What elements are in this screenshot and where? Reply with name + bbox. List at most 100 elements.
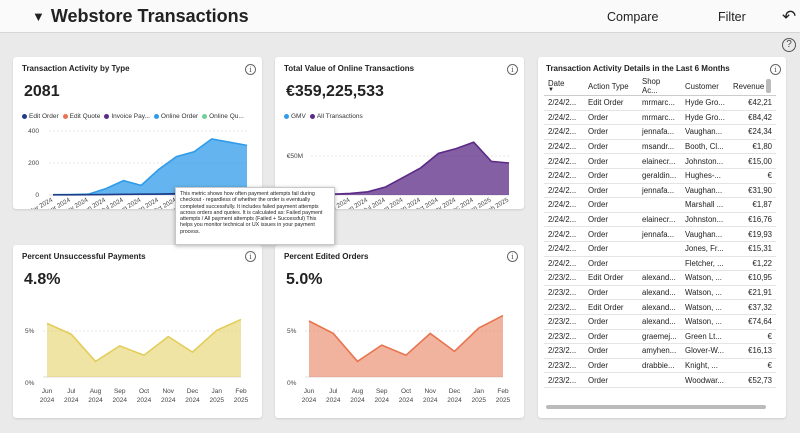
x-tick-year: 2024 — [64, 397, 79, 404]
table-cell: Order — [584, 183, 638, 199]
sort-desc-icon[interactable]: ▼ — [548, 87, 554, 93]
table-cell: alexand... — [638, 285, 681, 301]
table-row[interactable]: 2/24/2... Order jennafa... Vaughan... €19,93 — [544, 226, 776, 242]
series-area — [47, 319, 241, 377]
table-cell: graemej... — [638, 329, 681, 345]
x-tick-label: Feb — [497, 388, 509, 395]
table-row[interactable]: 2/24/2... Edit Order mrmarc... Hyde Gro... €… — [544, 95, 776, 111]
horizontal-scrollbar[interactable] — [546, 405, 766, 409]
table-cell: 2/24/2... — [544, 124, 584, 140]
table-cell: Order — [584, 197, 638, 213]
legend-item[interactable]: Online Order — [153, 113, 198, 120]
filter-button[interactable]: Filter — [718, 10, 746, 24]
table-cell: €16,76 — [729, 212, 776, 228]
x-tick-label: Aug — [90, 388, 102, 395]
table-body: 2/24/2... Edit Order mrmarc... Hyde Gro... €… — [544, 95, 776, 388]
table-cell: alexand... — [638, 270, 681, 286]
page-title: Webstore Transactions — [50, 6, 249, 26]
table-row[interactable]: 2/24/2... Order geraldin... Hughes-... € — [544, 168, 776, 184]
legend-item[interactable]: GMV — [284, 113, 306, 120]
card-title: Transaction Activity by Type — [22, 64, 130, 73]
table-cell: Order — [584, 372, 638, 388]
table-row[interactable]: 2/23/2... Order drabbie... Knight, ... € — [544, 358, 776, 374]
info-icon[interactable]: i — [245, 64, 256, 75]
table-row[interactable]: 2/23/2... Order alexand... Watson, ... €21,9… — [544, 285, 776, 301]
legend-label: Invoice Pay... — [111, 113, 150, 120]
col-header-customer[interactable]: Customer — [681, 77, 729, 96]
table-row[interactable]: 2/24/2... Order Fletcher, ... €1,22 — [544, 256, 776, 272]
table-row[interactable]: 2/23/2... Edit Order alexand... Watson, ...… — [544, 299, 776, 315]
table-viewport[interactable]: Date ▼ Action Type Shop Ac... Customer Re… — [544, 77, 776, 407]
info-icon[interactable]: i — [507, 251, 518, 262]
page-title-dropdown[interactable]: ▼ Webstore Transactions — [32, 6, 249, 27]
table-cell: mrmarc... — [638, 95, 681, 111]
vertical-scrollbar[interactable] — [766, 79, 771, 93]
table-cell: €1,87 — [729, 197, 776, 213]
caret-down-icon[interactable]: ▼ — [32, 9, 45, 24]
col-header-date[interactable]: Date ▼ — [544, 77, 584, 96]
table-cell: €15,31 — [729, 241, 776, 257]
compare-button[interactable]: Compare — [607, 10, 659, 24]
table-row[interactable]: 2/24/2... Order Jones, Fr... €15,31 — [544, 241, 776, 257]
x-tick-year: 2024 — [375, 397, 390, 404]
col-header-shop[interactable]: Shop Ac... — [638, 77, 681, 96]
series-area — [53, 139, 247, 195]
table-row[interactable]: 2/23/2... Order graemej... Green Lt... € — [544, 329, 776, 345]
x-tick-year: 2024 — [113, 397, 128, 404]
legend-dot — [309, 114, 315, 119]
card-total-value: Total Value of Online Transactions i €35… — [275, 57, 524, 209]
table-row[interactable]: 2/23/2... Edit Order alexand... Watson, ...… — [544, 270, 776, 286]
x-tick-year: 2024 — [302, 397, 317, 404]
legend-item[interactable]: All Transactions — [309, 113, 363, 120]
legend-dot — [202, 114, 208, 119]
table-cell: 2/24/2... — [544, 95, 584, 111]
table-row[interactable]: 2/24/2... Order elainecr... Johnston... €15,… — [544, 153, 776, 169]
table-row[interactable]: 2/24/2... Order elainecr... Johnston... €16,… — [544, 212, 776, 228]
table-cell — [638, 197, 681, 213]
x-tick-label: Sep — [376, 388, 388, 395]
table-cell: Order — [584, 168, 638, 184]
table-row[interactable]: 2/24/2... Order Marshall ... €1,87 — [544, 197, 776, 213]
table-row[interactable]: 2/23/2... Order amyhen... Glover-W... €16,13 — [544, 343, 776, 359]
legend-item[interactable]: Edit Order — [22, 113, 59, 120]
table-row[interactable]: 2/23/2... Order alexand... Watson, ... €74,6… — [544, 314, 776, 330]
series-line — [46, 318, 242, 363]
col-header-action[interactable]: Action Type — [584, 77, 638, 96]
x-tick-label: Nov — [162, 388, 174, 395]
kpi-value: 5.0% — [286, 271, 323, 288]
top-bar: ▼ Webstore Transactions Compare Filter ↶ — [0, 0, 800, 33]
table-row[interactable]: 2/24/2... Order mrmarc... Hyde Gro... €84,42 — [544, 110, 776, 126]
info-icon[interactable]: i — [245, 251, 256, 262]
table-row[interactable]: 2/24/2... Order msandr... Booth, Cl... €1,80 — [544, 139, 776, 155]
info-icon[interactable]: i — [770, 64, 781, 75]
legend-item[interactable]: Online Qu... — [202, 113, 244, 120]
table-cell: 2/23/2... — [544, 314, 584, 330]
x-tick-year: 2025 — [496, 397, 511, 404]
table-cell: € — [729, 329, 776, 345]
x-tick-year: 2025 — [210, 397, 225, 404]
help-icon[interactable]: ? — [782, 38, 796, 52]
legend-dot — [22, 114, 27, 119]
table-row[interactable]: 2/24/2... Order jennafa... Vaughan... €24,34 — [544, 124, 776, 140]
table-row[interactable]: 2/24/2... Order jennafa... Vaughan... €31,90 — [544, 183, 776, 199]
y-tick-label: 0 — [35, 192, 39, 199]
table-cell: Watson, ... — [681, 285, 729, 301]
table-cell: €21,91 — [729, 285, 776, 301]
info-icon[interactable]: i — [507, 64, 518, 75]
table-cell: 2/24/2... — [544, 197, 584, 213]
table-cell: Knight, ... — [681, 358, 729, 374]
legend-item[interactable]: Invoice Pay... — [104, 113, 150, 120]
table-row[interactable]: 2/23/2... Order Woodwar... €52,73 — [544, 372, 776, 388]
table-cell: €16,13 — [729, 343, 776, 359]
series-line — [308, 314, 504, 363]
table-cell: €15,00 — [729, 153, 776, 169]
y-tick-label: €50M — [287, 153, 303, 160]
y-tick-label: 0% — [287, 380, 297, 387]
undo-icon[interactable]: ↶ — [782, 7, 797, 26]
table-cell: Order — [584, 241, 638, 257]
table-cell: Green Lt... — [681, 329, 729, 345]
col-header-revenue[interactable]: Revenue — [729, 77, 776, 96]
table-cell: €1,80 — [729, 139, 776, 155]
legend-item[interactable]: Edit Quote — [62, 113, 100, 120]
